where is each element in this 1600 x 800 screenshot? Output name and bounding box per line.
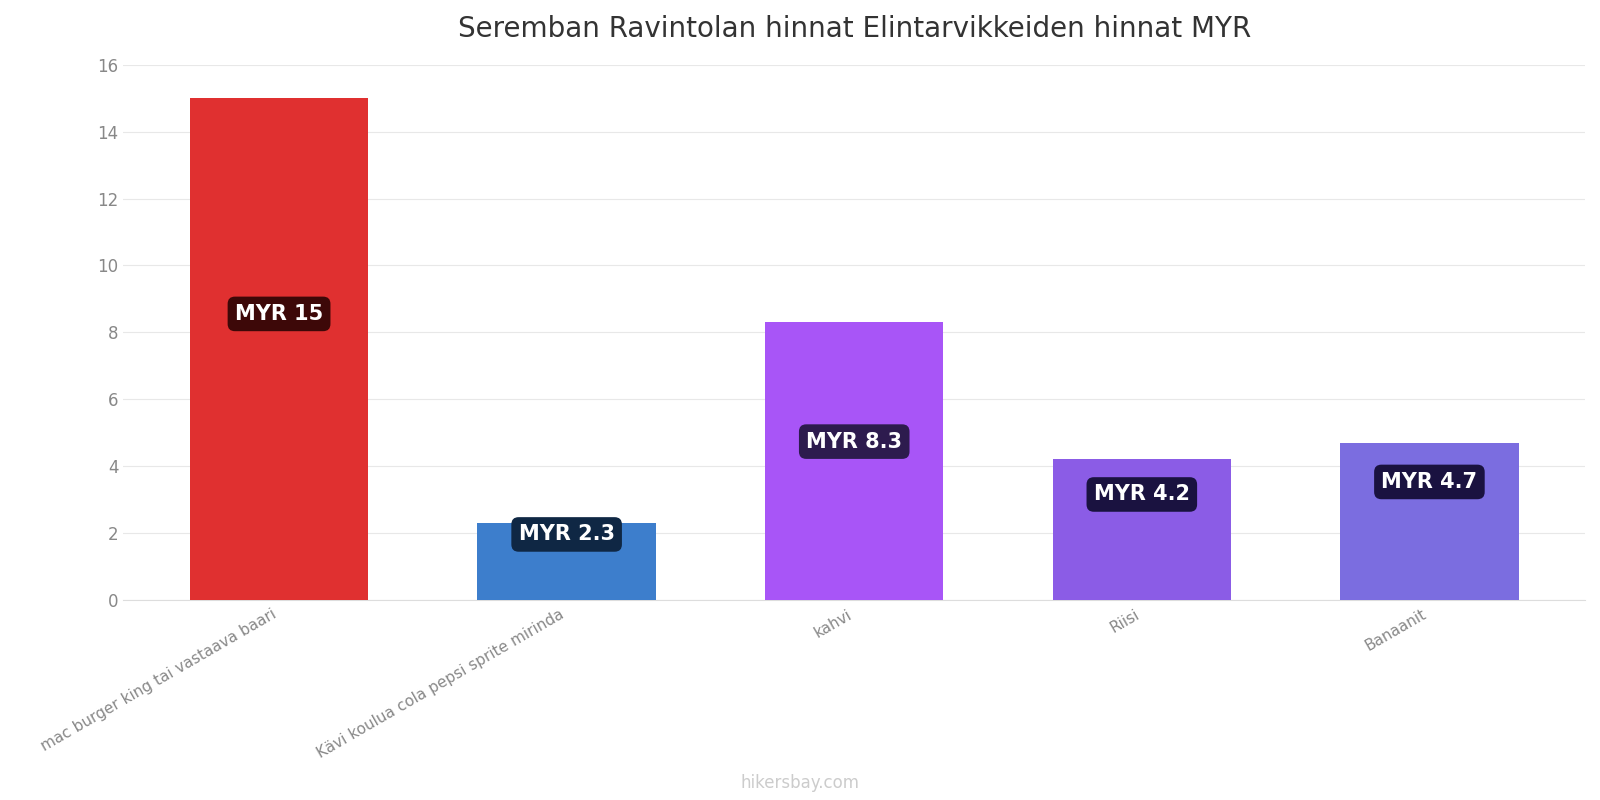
- Title: Seremban Ravintolan hinnat Elintarvikkeiden hinnat MYR: Seremban Ravintolan hinnat Elintarvikkei…: [458, 15, 1251, 43]
- Bar: [1341, 442, 1518, 600]
- Text: MYR 4.7: MYR 4.7: [1381, 472, 1477, 492]
- Bar: [190, 98, 368, 600]
- Bar: [477, 523, 656, 600]
- Text: MYR 2.3: MYR 2.3: [518, 525, 614, 545]
- Bar: [765, 322, 944, 600]
- Text: hikersbay.com: hikersbay.com: [741, 774, 859, 792]
- Text: MYR 4.2: MYR 4.2: [1094, 485, 1190, 505]
- Bar: [1053, 459, 1230, 600]
- Text: MYR 15: MYR 15: [235, 304, 323, 324]
- Text: MYR 8.3: MYR 8.3: [806, 432, 902, 452]
